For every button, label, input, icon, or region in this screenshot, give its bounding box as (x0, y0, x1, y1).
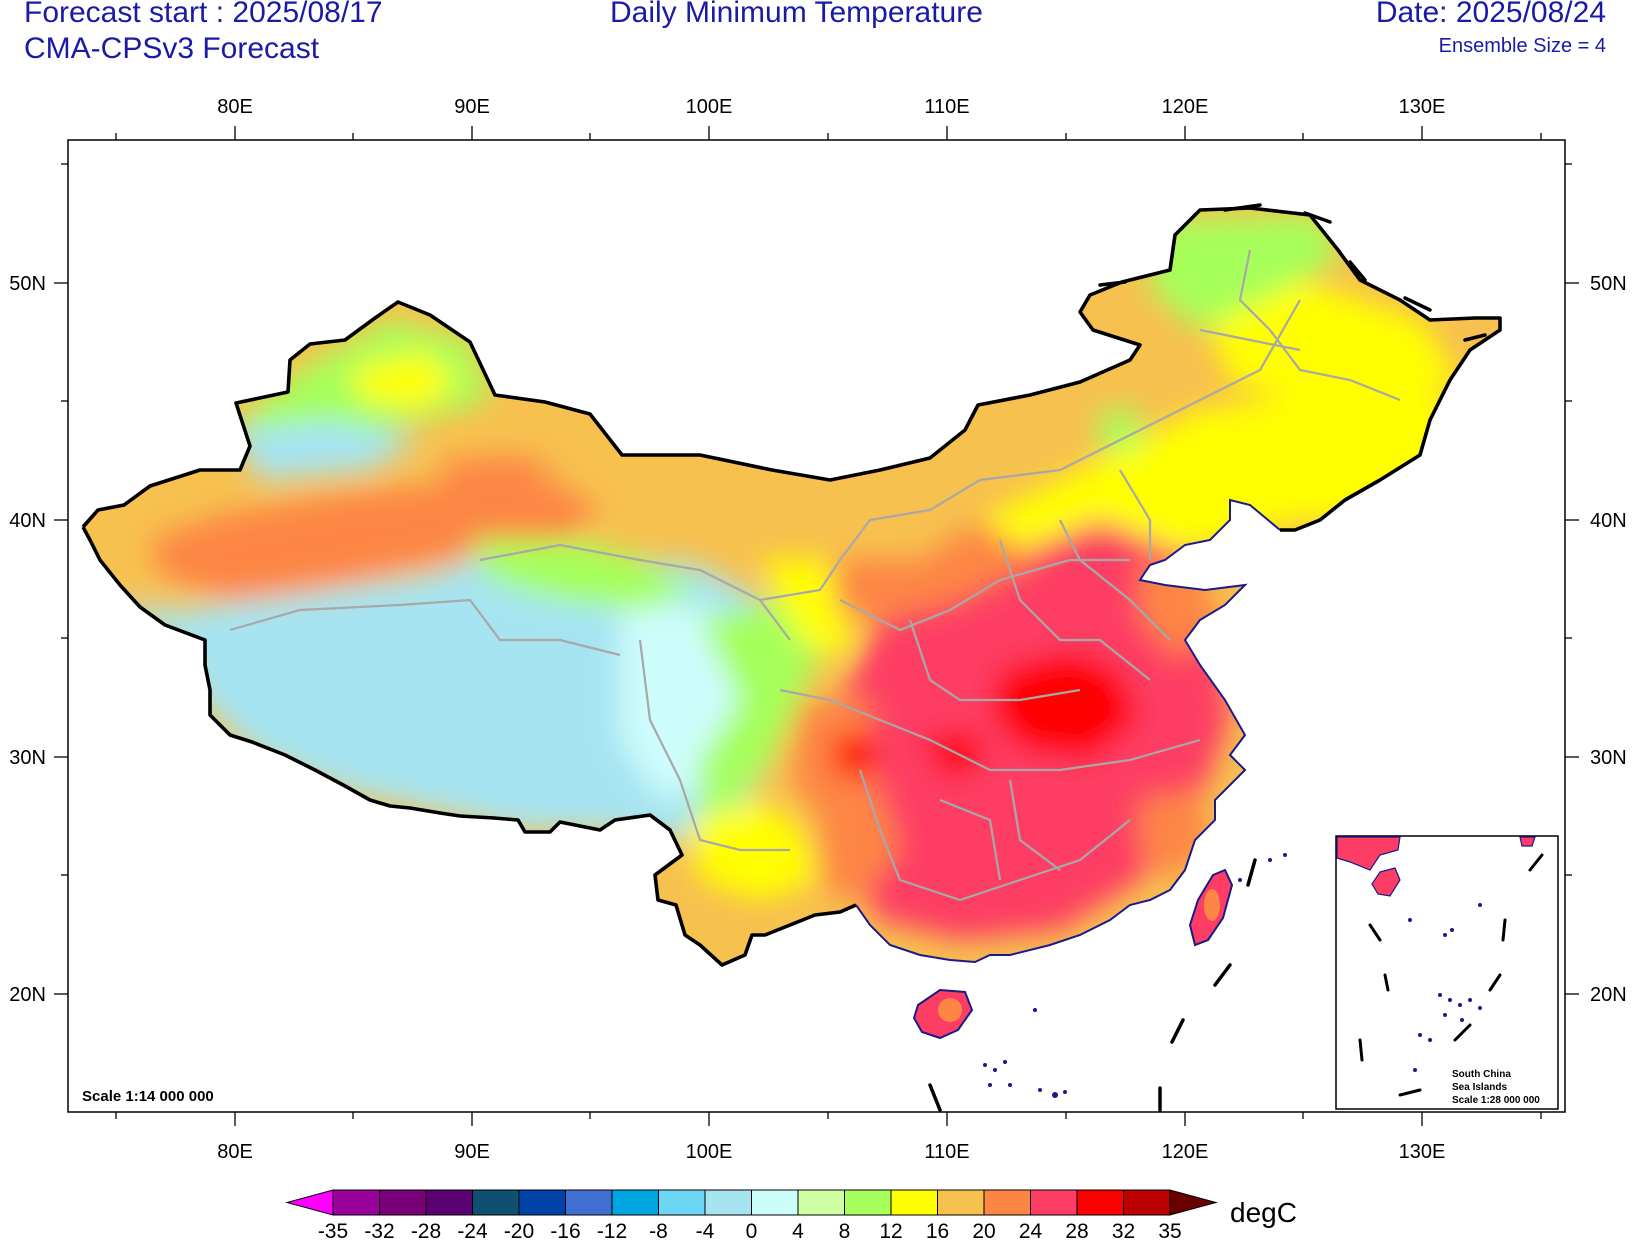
ensemble-size-label: Ensemble Size = 4 (1438, 35, 1606, 57)
colorbar-swatch (704, 1189, 752, 1216)
colorbar-tick-label: -12 (597, 1220, 627, 1241)
model-label: CMA-CPSv3 Forecast (24, 32, 320, 65)
inset-title-line2: Sea Islands (1452, 1082, 1507, 1093)
lat-label-20n-right: 20N (1590, 984, 1627, 1006)
map-title: Daily Minimum Temperature (610, 0, 983, 29)
colorbar-swatch (332, 1189, 380, 1216)
colorbar-swatch (379, 1189, 427, 1216)
lon-label-120e-bottom: 120E (1162, 1141, 1209, 1163)
lon-label-90e-bottom: 90E (454, 1141, 490, 1163)
colorbar-tick-label: -4 (696, 1220, 715, 1241)
colorbar-tick-label: -8 (649, 1220, 668, 1241)
forecast-start-label: Forecast start : 2025/08/17 (24, 0, 383, 29)
colorbar-swatch (1030, 1189, 1078, 1216)
axis-ticks (54, 126, 1579, 1126)
colorbar-swatch (937, 1189, 985, 1216)
lon-label-110e-top: 110E (924, 96, 969, 118)
colorbar-tick-label: -28 (411, 1220, 441, 1241)
colorbar-arrow-low (285, 1189, 334, 1216)
colorbar-tick-label: -16 (550, 1220, 580, 1241)
lon-label-80e-bottom: 80E (217, 1141, 253, 1163)
inset-title-line1: South China (1452, 1069, 1511, 1080)
colorbar-swatch (1076, 1189, 1124, 1216)
colorbar-arrow-high (1169, 1189, 1218, 1216)
lon-label-80e-top: 80E (217, 96, 253, 118)
colorbar-swatch (425, 1189, 473, 1216)
lat-label-40n-right: 40N (1590, 510, 1627, 532)
colorbar-tick-label: 32 (1112, 1220, 1135, 1241)
colorbar-swatch (1123, 1189, 1171, 1216)
colorbar-tick-label: 0 (746, 1220, 758, 1241)
province-boundaries (229, 249, 1401, 902)
colorbar-tick-label: 20 (972, 1220, 995, 1241)
coastline (855, 498, 1281, 1040)
colorbar-tick-label: 12 (879, 1220, 902, 1241)
colorbar-unit: degC (1230, 1197, 1297, 1228)
colorbar-swatch (658, 1189, 706, 1216)
date-label: Date: 2025/08/24 (1375, 0, 1606, 29)
lon-label-130e-top: 130E (1399, 96, 1446, 118)
colorbar-tick-label: 8 (839, 1220, 851, 1241)
lon-label-100e-bottom: 100E (686, 1141, 733, 1163)
map-scale-label: Scale 1:14 000 000 (82, 1088, 214, 1105)
colorbar-tick-label: 28 (1065, 1220, 1088, 1241)
colorbar-swatch (983, 1189, 1031, 1216)
lat-label-30n-right: 30N (1590, 747, 1627, 769)
colorbar-tick-label: 4 (792, 1220, 804, 1241)
south-china-sea-inset: South China Sea Islands Scale 1:28 000 0… (1335, 835, 1559, 1110)
colorbar-swatch (751, 1189, 799, 1216)
colorbar-tick-label: -32 (364, 1220, 394, 1241)
dashed-boundary (928, 203, 1487, 1112)
lon-label-100e-top: 100E (686, 96, 733, 118)
colorbar-swatch (890, 1189, 938, 1216)
colorbar-tick-label: -24 (457, 1220, 488, 1241)
lon-label-110e-bottom: 110E (924, 1141, 969, 1163)
colorbar-swatch (611, 1189, 659, 1216)
country-outline (81, 206, 1502, 967)
colorbar-swatch (797, 1189, 845, 1216)
colorbar-tick-label: 24 (1019, 1220, 1043, 1241)
island-specks (983, 853, 1287, 1098)
colorbar-swatch (518, 1189, 566, 1216)
lon-label-90e-top: 90E (454, 96, 490, 118)
colorbar-tick-label: 16 (926, 1220, 949, 1241)
colorbar-tick-label: -35 (318, 1220, 348, 1241)
lat-label-30n-left: 30N (9, 747, 46, 769)
colorbar-swatch (565, 1189, 613, 1216)
lat-label-20n-left: 20N (9, 984, 46, 1006)
lat-label-40n-left: 40N (9, 510, 46, 532)
lat-label-50n-left: 50N (9, 273, 46, 295)
colorbar-swatch (472, 1189, 520, 1216)
colorbar-tick-label: 35 (1158, 1220, 1181, 1241)
inset-scale-label: Scale 1:28 000 000 (1452, 1095, 1540, 1106)
colorbar-tick-label: -20 (504, 1220, 534, 1241)
lon-label-130e-bottom: 130E (1399, 1141, 1446, 1163)
colorbar: -35 -32 -28 -24 -20 -16 -12 -8 -4 0 4 8 12 16 20 24 28 32… (285, 1189, 1218, 1241)
colorbar-swatch (844, 1189, 892, 1216)
lat-label-50n-right: 50N (1590, 273, 1627, 295)
lon-label-120e-top: 120E (1162, 96, 1209, 118)
